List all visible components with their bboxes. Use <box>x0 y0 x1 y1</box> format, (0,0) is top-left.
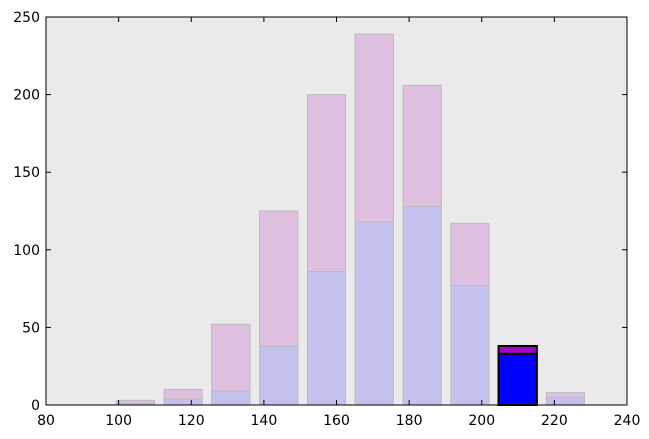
bar-segment <box>259 210 299 347</box>
bar-segment <box>163 398 203 406</box>
bar-segment <box>259 345 299 406</box>
y-tick-label: 50 <box>22 320 40 336</box>
y-tick-label: 200 <box>13 88 40 104</box>
bar-segment <box>402 84 442 207</box>
bar-segment <box>163 388 203 400</box>
x-tick-label: 240 <box>614 413 641 429</box>
bar-segment <box>497 345 538 355</box>
bar-segment <box>402 205 442 406</box>
x-tick-label: 200 <box>468 413 495 429</box>
bar-segment <box>211 323 251 392</box>
y-tick-label: 100 <box>13 243 40 259</box>
y-tick-label: 150 <box>13 165 40 181</box>
bar-segment <box>450 284 490 406</box>
x-tick-label: 220 <box>541 413 568 429</box>
x-tick-label: 160 <box>323 413 350 429</box>
y-tick-label: 250 <box>13 10 40 26</box>
bar-segment <box>306 94 347 273</box>
x-tick-label: 80 <box>37 413 55 429</box>
x-tick-label: 100 <box>105 413 132 429</box>
x-tick-label: 140 <box>251 413 278 429</box>
bar-segment <box>545 392 585 398</box>
bar-segment <box>450 222 490 286</box>
x-tick-label: 120 <box>178 413 205 429</box>
bar-segment <box>497 352 538 406</box>
bar-segment <box>354 33 394 223</box>
bar-segment <box>354 221 394 406</box>
bar-segment <box>545 396 585 406</box>
y-tick-label: 0 <box>31 398 40 414</box>
bar-segment <box>211 390 251 406</box>
bar-segment <box>306 271 347 406</box>
bar-segment <box>115 399 156 404</box>
x-tick-label: 180 <box>396 413 423 429</box>
